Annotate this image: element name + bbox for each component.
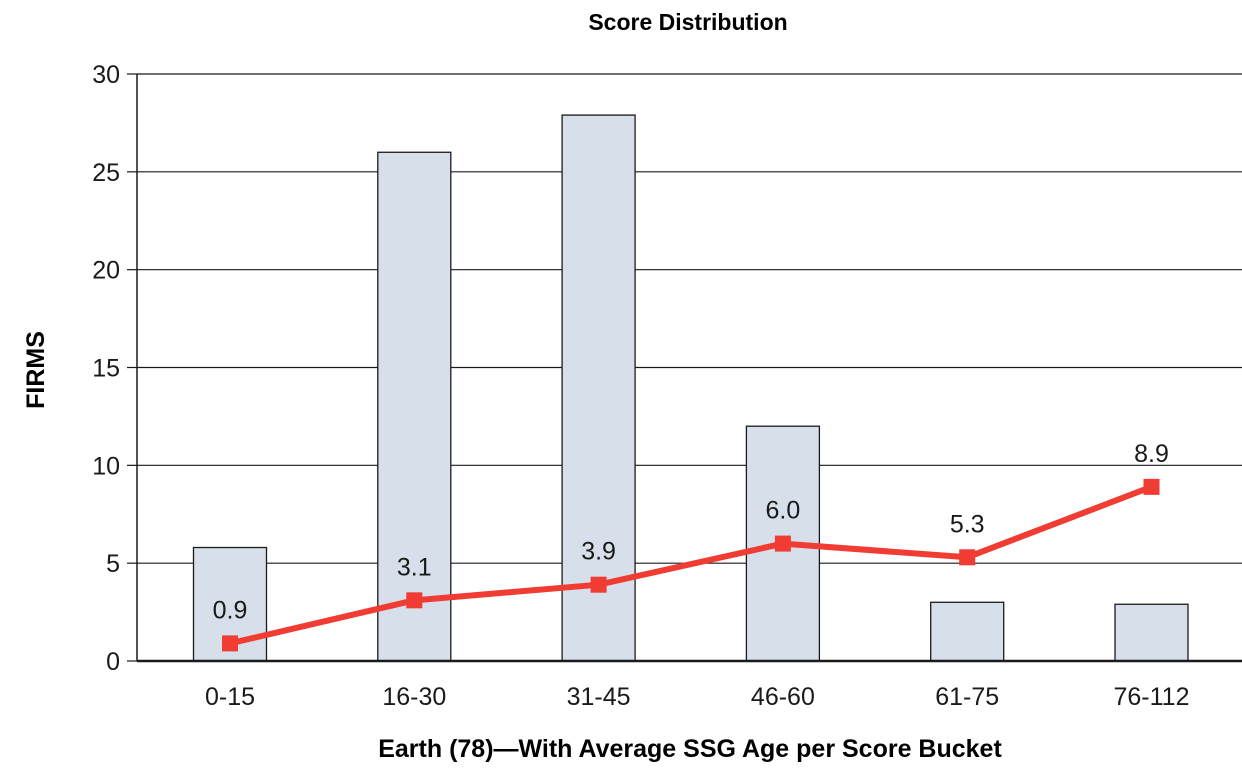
- line-marker: [406, 592, 423, 609]
- line-marker: [590, 576, 607, 593]
- series-line: [229, 484, 1153, 647]
- y-tick-label: 15: [92, 355, 120, 383]
- line-marker: [774, 535, 791, 552]
- y-tick-labels: 0 5 10 15 20 25 30: [92, 61, 137, 676]
- bar: [930, 601, 1005, 662]
- y-axis-label: FIRMS: [22, 331, 50, 409]
- y-tick-label: 5: [106, 550, 120, 578]
- x-tick-label: 16-30: [382, 683, 446, 711]
- data-label: 3.1: [397, 553, 432, 581]
- x-tick-label: 0-15: [205, 683, 255, 711]
- y-tick-label: 0: [106, 648, 120, 676]
- data-label: 6.0: [766, 497, 801, 525]
- line-marker: [222, 635, 238, 652]
- x-tick-label: 46-60: [751, 683, 815, 711]
- line-series: 0.9 3.1 3.9 6.0 5.3 8.9: [213, 440, 1169, 652]
- bar: [377, 151, 452, 662]
- y-tick-label: 10: [92, 452, 120, 480]
- chart-title: Score Distribution: [588, 9, 787, 35]
- x-tick-labels: 0-15 16-30 31-45 46-60 61-75 76-112: [205, 683, 1190, 711]
- data-label: 8.9: [1134, 440, 1169, 468]
- data-label: 3.9: [581, 538, 616, 566]
- data-label: 0.9: [213, 596, 248, 624]
- x-tick-label: 61-75: [935, 683, 999, 711]
- x-tick-label: 31-45: [567, 683, 631, 711]
- y-tick-label: 30: [92, 61, 120, 89]
- line-marker: [1143, 478, 1160, 495]
- bar-series: [192, 114, 1189, 662]
- y-tick-label: 20: [92, 257, 120, 285]
- gridlines: [137, 73, 1242, 564]
- bar: [561, 114, 636, 662]
- bar: [1114, 603, 1189, 662]
- data-label: 5.3: [950, 510, 985, 538]
- line-marker: [959, 549, 976, 566]
- x-tick-label: 76-112: [1114, 683, 1190, 711]
- x-axis-label: Earth (78)—With Average SSG Age per Scor…: [378, 735, 1002, 763]
- y-tick-label: 25: [92, 159, 120, 187]
